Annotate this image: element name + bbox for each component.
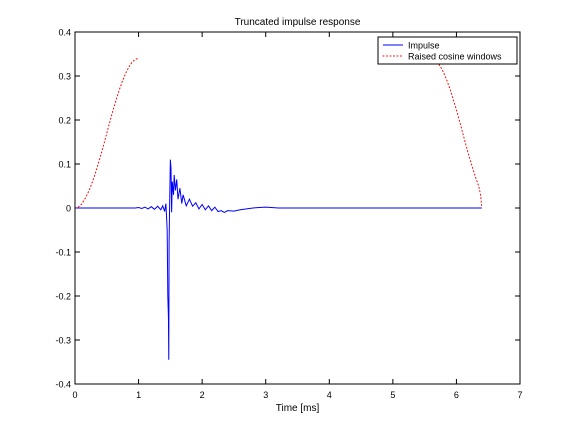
y-tick-label: -0.3 [55,336,71,346]
x-tick-label: 7 [517,390,522,400]
x-tick-label: 6 [454,390,459,400]
plot-frame [74,31,521,385]
y-tick-label: -0.4 [55,380,71,390]
x-tick-label: 0 [72,390,77,400]
legend-box [377,36,518,65]
y-tick-label: 0.2 [58,116,71,126]
y-tick-label: -0.1 [55,248,71,258]
series-line-raised-cosine-windows [74,57,483,209]
series-line-impulse [75,159,482,360]
x-tick-label: 4 [327,390,332,400]
x-axis-label: Time [ms] [276,403,320,414]
y-tick-label: 0.4 [58,28,71,38]
legend-label-raised-cosine: Raised cosine windows [408,52,502,62]
y-tick-label: 0.3 [58,72,71,82]
chart-title: Truncated impulse response [235,17,361,28]
x-tick-label: 5 [390,390,395,400]
x-tick-label: 3 [263,390,268,400]
x-tick-label: 1 [136,390,141,400]
y-tick-label: 0.1 [58,160,71,170]
y-tick-label: 0 [66,204,71,214]
y-tick-label: -0.2 [55,292,71,302]
x-tick-label: 2 [200,390,205,400]
series-layer [74,57,483,360]
legend-label-impulse: Impulse [408,41,440,51]
legend: Impulse Raised cosine windows [377,36,518,65]
